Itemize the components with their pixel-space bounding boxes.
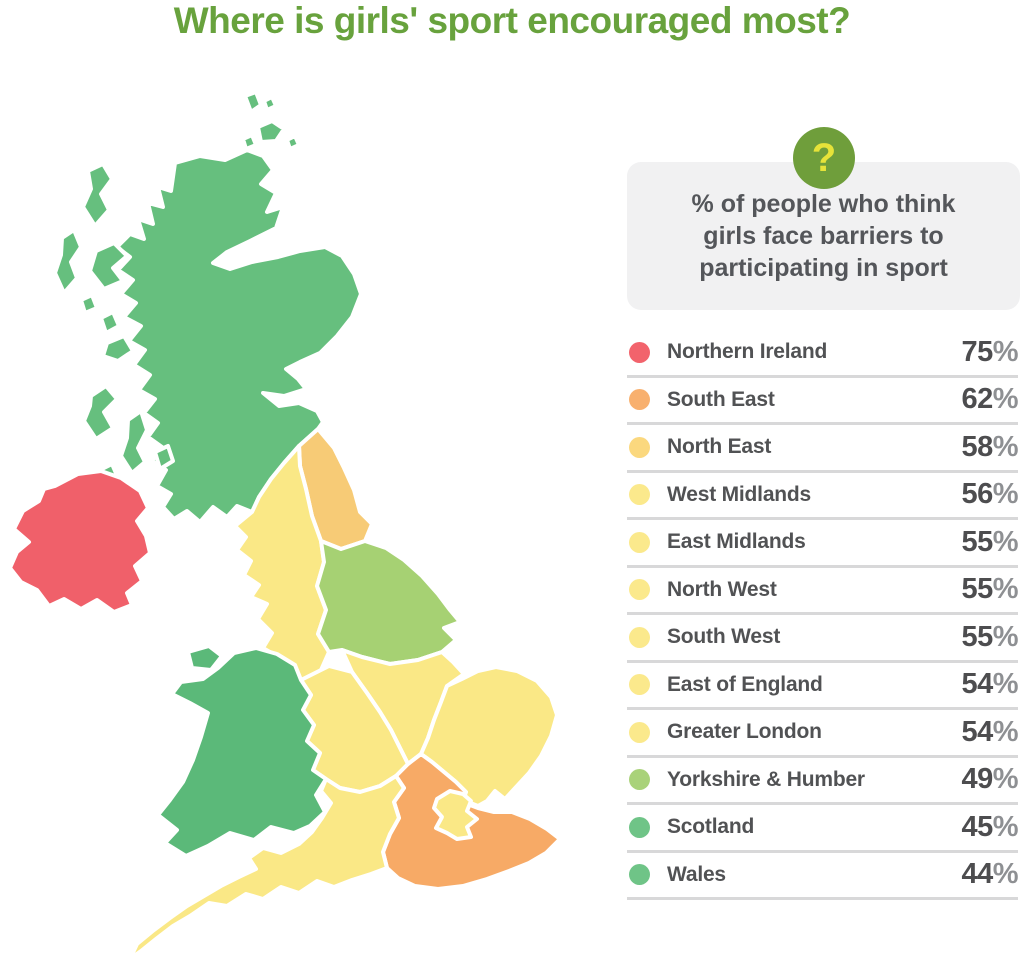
region-color-dot: [629, 721, 650, 743]
region-value: 54%: [961, 668, 1018, 701]
legend-row: East Midlands 55%: [627, 520, 1019, 568]
percent-sign: %: [992, 715, 1019, 748]
legend-header-box: % of people who think girls face barrier…: [627, 162, 1020, 310]
region-percent-number: 58: [961, 430, 993, 463]
legend-row: Yorkshire & Humber 49%: [627, 758, 1019, 805]
region-color-dot: [629, 484, 650, 506]
legend-row: Greater London 54%: [627, 710, 1019, 758]
region-percent-number: 54: [961, 715, 993, 748]
map-region-greater-london: [432, 789, 479, 841]
percent-sign: %: [992, 620, 1019, 653]
legend-row: Scotland 45%: [627, 805, 1019, 853]
region-value: 49%: [961, 763, 1018, 796]
region-color-dot: [629, 531, 650, 553]
uk-regions-map: [8, 90, 562, 961]
legend-row: Wales 44%: [627, 853, 1019, 900]
help-question-icon[interactable]: ?: [793, 127, 855, 189]
region-value: 45%: [961, 811, 1018, 844]
region-value: 55%: [961, 573, 1018, 606]
percent-sign: %: [992, 335, 1019, 368]
percent-sign: %: [992, 430, 1019, 463]
region-label: South East: [667, 387, 775, 411]
region-label: Greater London: [667, 720, 822, 744]
region-value: 56%: [961, 478, 1018, 511]
region-percent-number: 54: [961, 668, 993, 701]
region-color-dot: [629, 389, 650, 411]
region-percent-number: 56: [961, 478, 993, 511]
legend-row: East of England 54%: [627, 663, 1019, 710]
legend-row: West Midlands 56%: [627, 473, 1019, 520]
region-color-dot: [629, 769, 650, 791]
scotland-northern-isles: [241, 90, 301, 151]
region-percent-number: 45: [961, 810, 993, 843]
region-value: 55%: [961, 621, 1018, 654]
legend-row: South West 55%: [627, 615, 1019, 663]
region-label: North East: [667, 435, 772, 459]
region-value: 75%: [961, 336, 1018, 369]
percent-sign: %: [992, 668, 1019, 701]
legend-row: North East 58%: [627, 425, 1019, 473]
region-legend-list: Northern Ireland 75% South East 62% Nort…: [627, 330, 1019, 900]
percent-sign: %: [992, 858, 1019, 891]
region-color-dot: [629, 341, 650, 363]
region-color-dot: [629, 816, 650, 838]
map-region-south-west: [128, 774, 406, 961]
region-percent-number: 55: [961, 573, 993, 606]
legend-header-line-1: % of people who think: [691, 190, 956, 218]
wales-mainland: [156, 646, 328, 858]
region-color-dot: [629, 626, 650, 648]
region-percent-number: 55: [961, 620, 993, 653]
region-percent-number: 62: [961, 383, 993, 416]
region-label: West Midlands: [667, 482, 812, 506]
region-label: Northern Ireland: [667, 340, 828, 364]
percent-sign: %: [992, 763, 1019, 796]
legend-row: Northern Ireland 75%: [627, 330, 1019, 378]
wales-anglesey: [186, 644, 224, 672]
region-label: South West: [667, 625, 781, 649]
region-value: 55%: [961, 526, 1018, 559]
legend-header-line-3: participating in sport: [699, 254, 948, 282]
region-label: Wales: [667, 862, 726, 886]
percent-sign: %: [992, 478, 1019, 511]
region-value: 58%: [961, 431, 1018, 464]
percent-sign: %: [992, 810, 1019, 843]
legend-row: South East 62%: [627, 378, 1019, 425]
region-color-dot: [629, 579, 650, 601]
map-region-northern-ireland: [8, 469, 152, 614]
percent-sign: %: [992, 573, 1019, 606]
region-color-dot: [629, 436, 650, 458]
region-percent-number: 75: [961, 335, 993, 368]
region-color-dot: [629, 674, 650, 696]
region-percent-number: 55: [961, 525, 993, 558]
scotland-argyll-isles: [82, 384, 175, 487]
map-region-scotland: [53, 90, 363, 524]
map-region-wales: [156, 644, 328, 858]
percent-sign: %: [992, 383, 1019, 416]
legend-header-line-2: girls face barriers to: [703, 222, 944, 250]
region-label: East of England: [667, 672, 823, 696]
region-value: 54%: [961, 716, 1018, 749]
scotland-hebrides: [53, 162, 135, 363]
region-value: 62%: [961, 383, 1018, 416]
region-label: North West: [667, 577, 777, 601]
percent-sign: %: [992, 525, 1019, 558]
region-label: East Midlands: [667, 530, 806, 554]
region-value: 44%: [961, 858, 1018, 891]
region-label: Yorkshire & Humber: [667, 767, 865, 791]
region-color-dot: [629, 864, 650, 886]
page-title: Where is girls' sport encouraged most?: [173, 0, 851, 41]
region-percent-number: 49: [961, 763, 993, 796]
region-percent-number: 44: [961, 858, 993, 891]
map-region-yorkshire-humber: [315, 539, 462, 666]
region-label: Scotland: [667, 815, 755, 839]
legend-row: North West 55%: [627, 568, 1019, 615]
